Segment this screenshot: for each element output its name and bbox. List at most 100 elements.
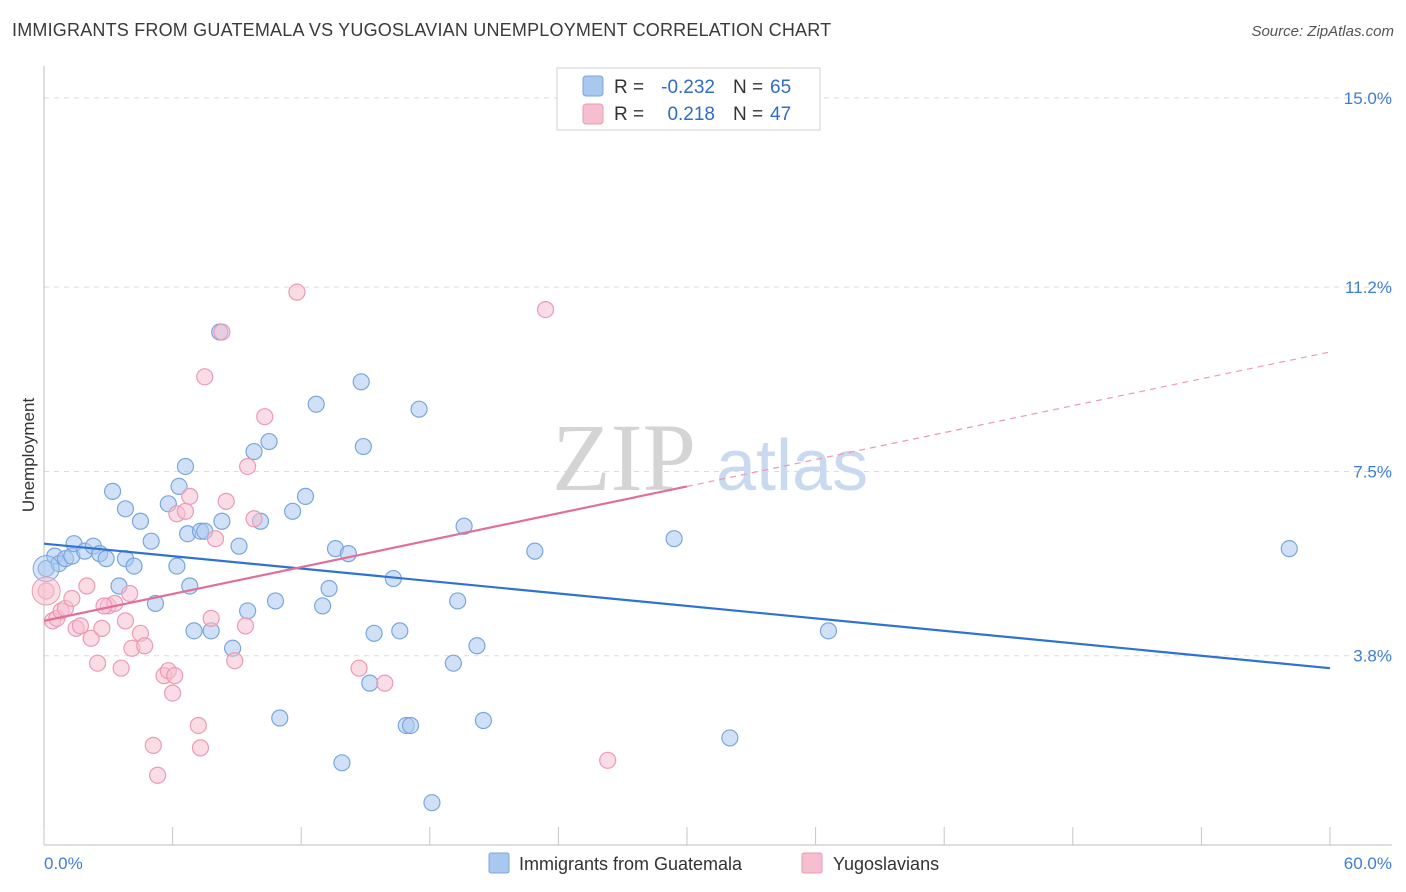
guatemala-point <box>474 711 492 730</box>
guatemala-point <box>307 395 325 413</box>
series-guatemala <box>32 323 1298 812</box>
guatemala-point <box>314 597 332 615</box>
yugoslavian-point <box>121 584 139 603</box>
series-yugoslavians <box>31 283 617 784</box>
guatemala-point <box>423 794 441 812</box>
guatemala-point <box>103 482 122 500</box>
guatemala-point <box>361 674 379 692</box>
series-legend: Immigrants from Guatemala Yugoslavians <box>488 852 939 874</box>
guatemala-point <box>125 557 143 575</box>
guatemala-point <box>401 716 420 735</box>
guatemala-point <box>320 579 338 598</box>
yugoslavian-point <box>202 609 220 627</box>
yugoslavian-point <box>82 629 100 647</box>
guatemala-point <box>97 550 115 568</box>
source-note: Source: ZipAtlas.com <box>1251 23 1394 40</box>
guatemala-point <box>526 542 544 560</box>
y-tick-label: 7.5% <box>1353 462 1392 481</box>
yugoslavian-point <box>376 674 394 692</box>
guatemala-point <box>333 754 351 772</box>
yugoslavian-point <box>206 530 225 548</box>
guatemala-point <box>721 729 739 747</box>
yugoslavian-point <box>213 323 231 341</box>
guatemala-point <box>142 532 160 550</box>
guatemala-point <box>296 487 315 505</box>
yugoslavian-point <box>350 659 368 677</box>
yugoslavian-point <box>116 612 135 630</box>
yugoslavian-point <box>239 457 257 476</box>
guatemala-point <box>168 557 186 575</box>
correlation-legend: R = -0.232 N = 65 R = 0.218 N = 47 <box>556 67 821 131</box>
yugoslavian-point <box>599 751 617 769</box>
yugoslavian-point <box>536 300 555 319</box>
guatemala-point <box>391 622 409 640</box>
guatemala-point <box>455 517 473 535</box>
trend-line-guatemala <box>43 542 1331 670</box>
trend-lines <box>43 351 1331 670</box>
yugoslavian-point <box>88 654 107 672</box>
legend-swatch-guatemala <box>582 75 604 97</box>
yugoslavian-point <box>245 510 263 528</box>
axes <box>43 66 1392 846</box>
guatemala-point <box>185 622 203 640</box>
guatemala-point <box>449 592 467 610</box>
yugoslavian-point <box>288 283 306 301</box>
yugoslavian-point <box>226 652 244 670</box>
legend-swatch-yugoslavians <box>801 852 823 874</box>
watermark-atlas: atlas <box>716 426 868 506</box>
guatemala-point <box>239 602 257 620</box>
yugoslavian-point <box>71 617 90 635</box>
guatemala-point <box>116 500 135 518</box>
yugoslavian-point <box>63 589 81 608</box>
guatemala-point <box>260 432 278 451</box>
guatemala-point <box>352 373 370 391</box>
guatemala-point <box>819 622 838 640</box>
legend-r-label: R = <box>614 104 644 125</box>
watermark: ZIP atlas <box>552 404 868 511</box>
yugoslavian-point <box>181 487 199 505</box>
y-tick-label: 15.0% <box>1344 89 1392 108</box>
yugoslavian-point <box>136 637 154 655</box>
yugoslavian-point <box>78 577 96 595</box>
x-tick-label-min: 0.0% <box>44 854 83 873</box>
guatemala-point <box>230 537 248 555</box>
yugoslavian-point <box>164 684 182 702</box>
legend-n-value: 65 <box>770 77 791 98</box>
legend-swatch-guatemala <box>488 852 510 874</box>
chart-title: IMMIGRANTS FROM GUATEMALA VS YUGOSLAVIAN… <box>12 20 832 40</box>
yugoslavian-point <box>191 739 210 757</box>
yugoslavian-point <box>148 766 167 784</box>
legend-r-label: R = <box>614 77 644 98</box>
guatemala-point <box>213 512 231 530</box>
guatemala-point <box>131 512 150 530</box>
legend-r-value: -0.232 <box>661 77 715 98</box>
y-tick-label: 3.8% <box>1353 647 1392 666</box>
yugoslavian-point <box>196 368 214 386</box>
guatemala-point <box>444 654 462 672</box>
legend-label-guatemala: Immigrants from Guatemala <box>519 854 743 874</box>
trend-line-yugoslavians <box>43 485 688 622</box>
yugoslavian-point <box>217 492 235 510</box>
y-tick-label: 11.2% <box>1345 278 1392 297</box>
tick-labels: 3.8% 7.5% 11.2% 15.0% <box>1344 89 1392 666</box>
yugoslavian-point <box>93 619 111 637</box>
x-tick-label-max: 60.0% <box>1344 854 1392 873</box>
legend-swatch-yugoslavians <box>582 103 604 125</box>
guatemala-point <box>245 442 263 461</box>
yugoslavian-point <box>166 667 184 685</box>
legend-n-value: 47 <box>770 104 791 125</box>
legend-n-label: N = <box>733 104 763 125</box>
legend-r-value: 0.218 <box>667 104 715 125</box>
guatemala-point <box>365 624 383 642</box>
guatemala-point <box>266 592 285 610</box>
watermark-zip: ZIP <box>552 404 696 511</box>
yugoslavian-point <box>31 576 61 606</box>
yugoslavian-point <box>236 617 255 635</box>
guatemala-point <box>468 637 486 655</box>
yugoslavian-point <box>256 408 274 426</box>
guatemala-point <box>176 457 195 476</box>
yugoslavian-point <box>189 716 207 735</box>
guatemala-point <box>665 530 683 548</box>
yugoslavian-point <box>176 502 195 520</box>
